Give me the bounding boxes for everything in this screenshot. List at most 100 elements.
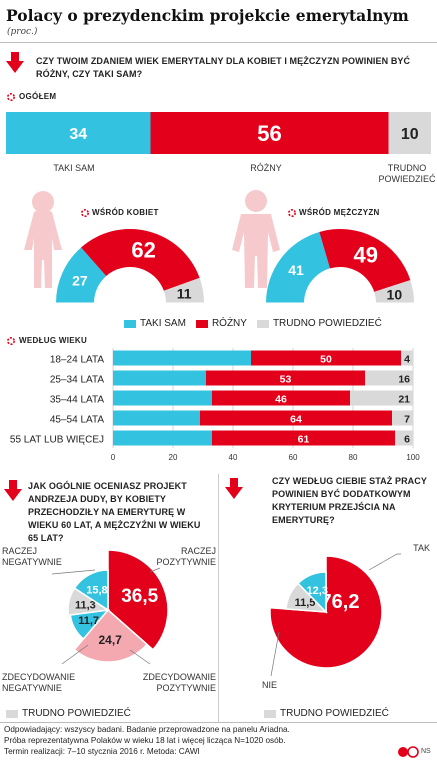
age-bar-segment: [365, 370, 413, 386]
seniority-pie-value: 12,3: [307, 585, 328, 597]
arrow-down-icon: [225, 478, 243, 499]
seniority-pie-value: 11,5: [295, 597, 316, 609]
age-bar-value: 53: [280, 374, 292, 386]
leader-line: [270, 631, 280, 677]
age-bar-segment: [113, 410, 200, 426]
overall-bar-value: 10: [401, 126, 419, 143]
rating-pie-value: 11,3: [75, 600, 96, 612]
legend: TAKI SAM RÓŻNY TRUDNO POWIEDZIEĆ: [124, 318, 424, 329]
age-bar-value: 50: [320, 354, 332, 366]
brand-label: NS: [421, 748, 431, 755]
section-by-age: WEDŁUG WIEKU: [19, 336, 88, 345]
overall-bar: 34 56 10: [6, 112, 431, 154]
rating-pie-slice: [73, 608, 149, 663]
leader-line: [368, 553, 401, 571]
section-overall: OGÓŁEM: [19, 92, 57, 101]
question-3: CZY WEDŁUG CIEBIE STAŻ PRACY POWINIEN BY…: [272, 476, 427, 525]
cat-same-label: TAKI SAM: [53, 163, 95, 173]
q2-legend-hard: TRUDNO POWIEDZIEĆ: [6, 708, 131, 719]
age-category-label: 35–44 LATA: [50, 395, 104, 406]
rneg-label: RACZEJ NEGATYWNIE: [2, 546, 62, 567]
x-tick-label: 0: [111, 453, 116, 462]
rating-pie: 36,5 24,7 11,7 11,3 15,8: [51, 549, 169, 665]
question-1: CZY TWOIM ZDANIEM WIEK EMERYTALNY DLA KO…: [36, 56, 411, 79]
semicircle-value: 11: [177, 286, 192, 302]
leader-line: [51, 569, 96, 575]
age-bar-segment: [350, 390, 413, 406]
page-title: Polacy o prezydenckim projekcie emerytal…: [6, 6, 409, 25]
age-bar-segment: [113, 390, 212, 406]
section-women: WŚRÓD KOBIET: [92, 208, 159, 217]
age-bar-value: 61: [298, 434, 310, 446]
semicircle-value: 27: [72, 272, 88, 288]
semicircle-segment: [266, 231, 330, 303]
age-bar-segment: [251, 350, 401, 366]
age-bar-value: 46: [275, 394, 287, 406]
x-tick-label: 60: [289, 453, 298, 462]
x-tick-label: 100: [406, 453, 420, 462]
seniority-pie-slice: [297, 571, 327, 614]
age-category-label: 25–34 LATA: [50, 375, 104, 386]
arrow-down-icon: [4, 480, 22, 501]
rating-pie-value: 11,7: [78, 615, 99, 627]
man-silhouette-icon: [232, 190, 280, 288]
gender-semicircles: 27 62 11 41 49 10: [50, 229, 420, 304]
rpos-label: RACZEJ POZYTYWNIE: [156, 546, 216, 567]
seniority-pie-value: 76,2: [321, 591, 360, 613]
age-bar-value: 64: [290, 414, 302, 426]
legend-item-hard: TRUDNO POWIEDZIEĆ: [256, 318, 382, 329]
bullet-icon: [6, 92, 16, 102]
age-bar-value: 6: [404, 434, 410, 446]
x-tick-label: 40: [229, 453, 238, 462]
section-men: WŚRÓD MĘŻCZYZN: [299, 208, 380, 217]
age-category-label: 18–24 LATA: [50, 355, 104, 366]
overall-bar-value: 34: [69, 126, 87, 143]
age-bar-value: 21: [398, 394, 410, 406]
age-bar-segment: [200, 410, 392, 426]
semicircle-segment: [374, 280, 414, 303]
age-category-label: 55 LAT LUB WIĘCEJ: [10, 435, 104, 446]
rating-pie-slice: [107, 549, 169, 651]
q3-legend-hard: TRUDNO POWIEDZIEĆ: [264, 708, 389, 719]
leader-line: [129, 649, 151, 665]
age-bar-chart: 0 20 40 60 80 100 18–24 LATA 50 4 25–34 LATA 53 16 3…: [10, 348, 420, 462]
age-bar-segment: [113, 430, 212, 446]
rating-pie-value: 36,5: [121, 586, 158, 607]
rating-pie-value: 15,8: [86, 584, 107, 596]
woman-silhouette-icon: [24, 191, 62, 288]
semicircle-segment: [163, 277, 204, 303]
leader-line: [61, 644, 89, 665]
leader-line: [149, 567, 161, 573]
overall-bar-segment: [150, 112, 389, 154]
overall-bar-value: 56: [257, 121, 281, 146]
age-bar-segment: [212, 430, 395, 446]
no-label: NIE: [262, 680, 278, 690]
age-bar-segment: [113, 370, 206, 386]
zpos-label: ZDECYDOWANIE POZYTYWNIE: [142, 672, 216, 693]
age-bar-segment: [401, 350, 413, 366]
rating-pie-slice: [73, 569, 109, 612]
semicircle-value: 49: [353, 242, 377, 267]
footer-line-1: Odpowiadający: wszyscy badani. Badanie p…: [4, 725, 290, 734]
bullet-icon: [80, 208, 90, 218]
semicircle-segment: [56, 247, 107, 303]
question-2: JAK OGÓLNIE OCENIASZ PROJEKT ANDRZEJA DU…: [28, 481, 201, 543]
age-bar-value: 4: [404, 354, 410, 366]
x-tick-label: 20: [169, 453, 178, 462]
zneg-label: ZDECYDOWANIE NEGATYWNIE: [2, 672, 76, 693]
legend-item-same: TAKI SAM: [124, 318, 186, 329]
semicircle-value: 41: [288, 262, 304, 278]
footer-line-2: Próba reprezentatywna Polaków w wieku 18…: [4, 736, 286, 745]
unit-note: (proc.): [7, 27, 38, 37]
seniority-pie: 76,2 11,512,3: [269, 553, 401, 677]
semicircle-segment: [81, 229, 200, 291]
cat-hard-label: TRUDNO POWIEDZIEĆ: [378, 163, 436, 184]
overall-bar-segment: [6, 112, 151, 154]
semicircle-value: 10: [387, 286, 403, 302]
bullet-icon: [287, 208, 297, 218]
arrow-down-icon: [6, 52, 24, 73]
age-bar-segment: [113, 350, 251, 366]
legend-item-diff: RÓŻNY: [195, 318, 247, 329]
x-tick-label: 80: [349, 453, 358, 462]
divider: [218, 474, 219, 722]
